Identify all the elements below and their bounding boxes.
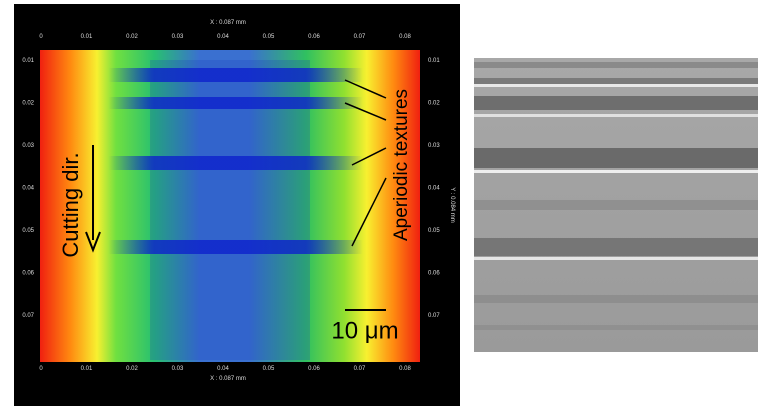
micrograph-stripes	[474, 62, 758, 330]
y-tick-label: 0.03	[22, 143, 34, 149]
x-tick-label: 0.08	[399, 366, 411, 372]
valley-band	[40, 68, 420, 82]
right-panel	[474, 58, 758, 352]
center-shade	[150, 60, 310, 360]
y-tick-label: 0.06	[22, 271, 34, 277]
x-tick-label: 0.07	[354, 34, 366, 40]
scale-bar-label: 10 μm	[331, 317, 398, 344]
arrow-head	[85, 231, 101, 253]
valley-band	[40, 156, 420, 170]
x-tick-label: 0.04	[217, 366, 229, 372]
x-tick-label: 0	[39, 34, 43, 40]
x-axis-title: X : 0.087 mm	[210, 20, 246, 26]
x-axis-title: X : 0.087 mm	[210, 376, 246, 382]
left-panel: X : 0.087 mm X : 0.087 mm Y : 0.084 mm 0…	[14, 4, 460, 406]
x-tick-label: 0.01	[81, 366, 93, 372]
y-tick-label: 0.05	[428, 228, 440, 234]
x-tick-label: 0	[39, 366, 43, 372]
tick-labels: 0 0 0.01 0.01 0.02 0.02 0.03 0.03 0.04 0.04 0.05 0.…	[22, 34, 440, 372]
valley-band	[40, 97, 420, 109]
y-tick-label: 0.07	[428, 313, 440, 319]
y-tick-label: 0.02	[428, 101, 440, 107]
y-tick-label: 0.04	[22, 186, 34, 192]
x-tick-label: 0.06	[308, 34, 320, 40]
x-tick-label: 0.05	[263, 34, 275, 40]
textures-label: Aperiodic textures	[391, 89, 412, 241]
x-tick-label: 0.05	[263, 366, 275, 372]
x-tick-label: 0.08	[399, 34, 411, 40]
y-tick-label: 0.05	[22, 228, 34, 234]
x-tick-label: 0.02	[126, 366, 138, 372]
pointer-lines	[344, 79, 387, 247]
x-tick-label: 0.03	[172, 366, 184, 372]
x-tick-label: 0.04	[217, 34, 229, 40]
x-tick-label: 0.03	[172, 34, 184, 40]
x-tick-label: 0.01	[81, 34, 93, 40]
x-tick-label: 0.06	[308, 366, 320, 372]
y-tick-label: 0.04	[428, 186, 440, 192]
y-axis-title: Y : 0.084 mm	[449, 187, 455, 223]
y-tick-label: 0.03	[428, 143, 440, 149]
x-tick-label: 0.07	[354, 366, 366, 372]
y-tick-label: 0.06	[428, 271, 440, 277]
valley-band	[40, 240, 420, 254]
y-tick-label: 0.01	[22, 58, 34, 64]
y-tick-label: 0.02	[22, 101, 34, 107]
y-tick-label: 0.07	[22, 313, 34, 319]
y-tick-label: 0.01	[428, 58, 440, 64]
x-tick-label: 0.02	[126, 34, 138, 40]
cutting-direction-label: Cutting dir.	[58, 152, 83, 257]
